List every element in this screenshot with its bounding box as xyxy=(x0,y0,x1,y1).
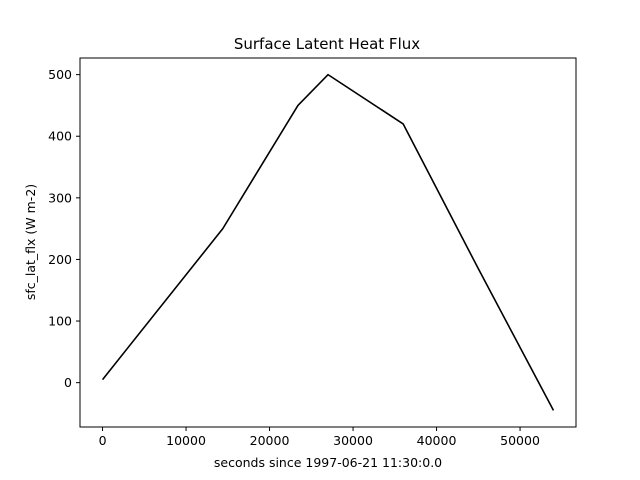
y-axis-label: sfc_lat_flx (W m-2) xyxy=(23,184,38,300)
chart-title: Surface Latent Heat Flux xyxy=(234,35,420,53)
y-axis: 0 100 200 300 400 500 xyxy=(48,67,80,390)
x-tick-label: 40000 xyxy=(417,433,457,448)
x-axis: 0 10000 20000 30000 40000 50000 xyxy=(99,427,540,448)
y-tick-label: 500 xyxy=(48,67,72,82)
y-tick-label: 400 xyxy=(48,129,72,144)
y-tick-label: 100 xyxy=(48,314,72,329)
x-tick-label: 10000 xyxy=(166,433,206,448)
x-axis-label: seconds since 1997-06-21 11:30:0.0 xyxy=(214,455,442,470)
x-tick-label: 0 xyxy=(99,433,107,448)
plot-area xyxy=(79,57,577,428)
series-line xyxy=(101,73,555,411)
y-tick-label: 200 xyxy=(48,252,72,267)
x-tick-label: 20000 xyxy=(250,433,290,448)
y-tick-label: 0 xyxy=(64,375,72,390)
plot-frame xyxy=(79,57,577,428)
x-tick-label: 30000 xyxy=(333,433,373,448)
x-tick-label: 50000 xyxy=(500,433,540,448)
y-tick-label: 300 xyxy=(48,190,72,205)
